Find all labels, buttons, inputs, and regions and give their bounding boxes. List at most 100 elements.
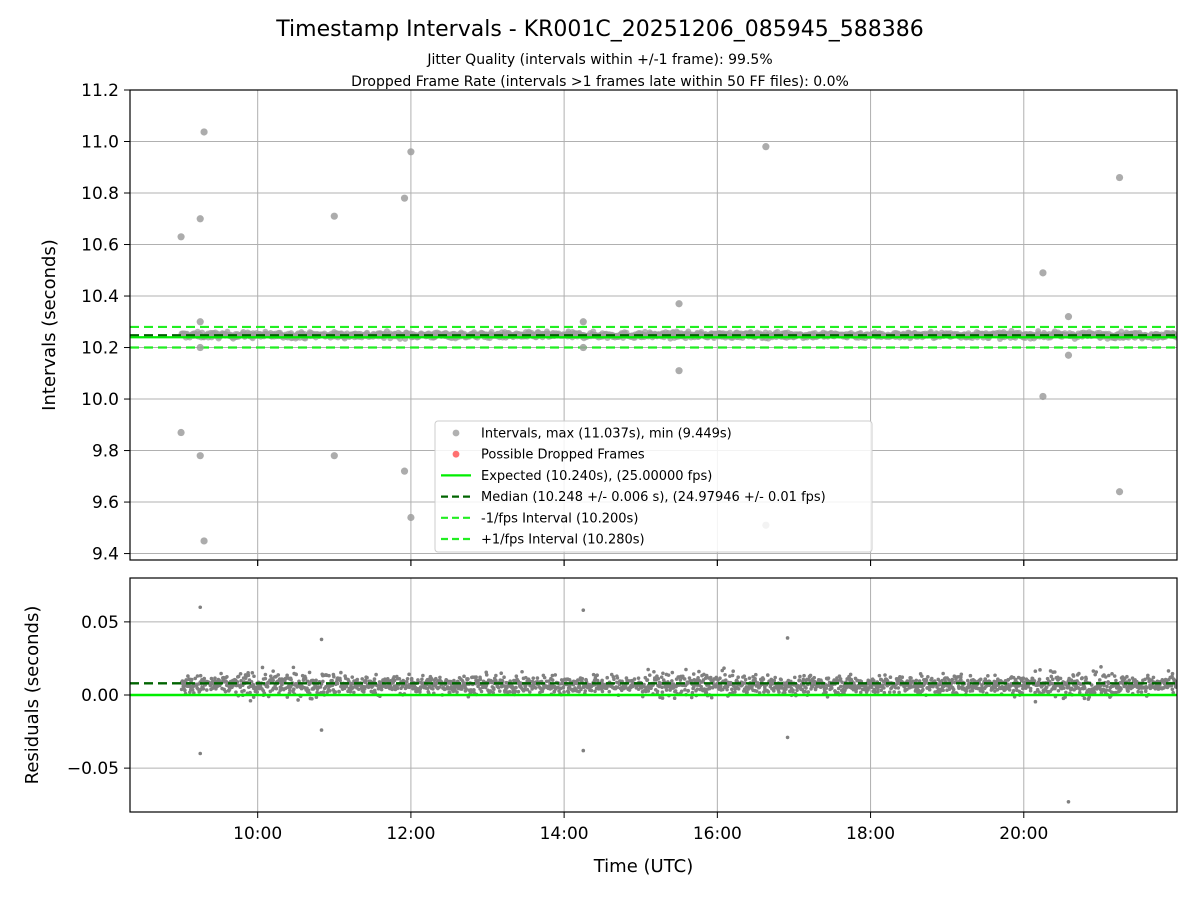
residual-point <box>753 672 758 677</box>
residual-point <box>1143 689 1148 694</box>
legend-entry: Intervals, max (11.037s), min (9.449s) <box>481 427 732 442</box>
residual-point <box>1052 670 1057 674</box>
interval-outlier-point <box>1064 313 1073 321</box>
residual-point <box>959 678 963 682</box>
residual-point <box>472 688 476 692</box>
residual-point <box>202 676 207 681</box>
interval-outlier-point <box>407 148 415 156</box>
residual-point <box>746 686 751 690</box>
residual-point <box>1099 691 1104 695</box>
residual-point <box>276 673 281 677</box>
residual-point <box>718 684 723 689</box>
residual-point <box>1092 690 1097 695</box>
residual-point <box>679 689 684 694</box>
residual-point <box>327 673 331 678</box>
residual-point <box>957 686 961 691</box>
residual-point <box>806 690 811 694</box>
residual-point <box>684 667 688 672</box>
residual-point <box>660 696 665 700</box>
residual-point <box>239 679 243 683</box>
residual-point <box>745 690 749 695</box>
residual-point <box>924 678 929 683</box>
residual-point <box>1058 676 1063 681</box>
residual-point <box>421 673 425 678</box>
residual-point <box>494 673 498 678</box>
residual-point <box>186 674 190 678</box>
residual-point <box>772 678 777 683</box>
residual-point <box>1077 690 1082 695</box>
residual-point <box>1170 687 1175 692</box>
residual-point <box>1032 679 1037 683</box>
residual-point <box>893 685 898 690</box>
interval-outlier-point <box>330 452 338 460</box>
residual-point <box>1066 684 1071 688</box>
residual-point <box>714 675 719 680</box>
residual-point <box>941 671 945 676</box>
interval-outlier-point <box>177 428 185 437</box>
residual-point <box>666 673 671 677</box>
residual-point <box>455 690 459 694</box>
residual-point <box>395 686 400 691</box>
residual-point <box>274 686 279 691</box>
top-y-tick-label: 9.8 <box>92 442 119 462</box>
x-tick-label: 10:00 <box>233 824 282 844</box>
top-y-tick-label: 10.4 <box>81 287 119 307</box>
residual-point <box>365 675 369 680</box>
residual-point <box>479 689 484 694</box>
residual-point <box>605 675 610 680</box>
residual-point <box>871 678 876 683</box>
residual-point <box>690 690 695 695</box>
top-y-tick-label: 9.6 <box>92 493 119 513</box>
residual-point <box>251 695 256 699</box>
residual-point <box>873 689 877 694</box>
residual-point <box>959 675 963 679</box>
legend-entry: Median (10.248 +/- 0.006 s), (24.97946 +… <box>481 490 826 505</box>
residual-point <box>947 687 952 691</box>
residual-point <box>567 684 572 689</box>
residual-point <box>1037 677 1042 682</box>
residual-point <box>531 676 536 680</box>
residual-point <box>508 689 512 694</box>
residual-point <box>725 687 729 692</box>
residual-point <box>271 678 275 683</box>
top-y-tick-label: 10.8 <box>81 184 119 204</box>
residual-point <box>743 688 747 692</box>
residual-point <box>857 685 862 690</box>
interval-outlier-point <box>762 143 770 151</box>
intervals-panel: 11.2 11.0 10.8 10.6 10.4 10.2 10.0 9.8 9.6 9.4 Int… <box>39 81 1178 566</box>
top-y-tick-label: 11.2 <box>81 81 119 101</box>
residual-point <box>951 687 956 692</box>
residual-point <box>984 679 988 683</box>
residual-point <box>431 687 435 691</box>
residuals-panel: 0.05 0.00 −0.05 10:00 12:00 14:00 16:00 18:00 20… <box>22 577 1178 877</box>
residual-point <box>959 672 964 677</box>
residual-point <box>595 673 599 678</box>
residual-point <box>914 678 919 683</box>
residual-point <box>840 680 844 684</box>
residual-point <box>400 684 405 689</box>
residual-point <box>880 683 885 687</box>
residual-point <box>993 673 997 678</box>
interval-outlier-point <box>330 212 338 220</box>
legend-marker <box>452 450 460 458</box>
residual-point <box>704 673 709 678</box>
residual-point <box>812 675 817 680</box>
residual-point <box>550 673 555 678</box>
residual-point <box>986 674 990 678</box>
residual-point <box>562 690 566 694</box>
residual-point <box>804 686 808 690</box>
residual-point <box>371 684 375 688</box>
residual-point <box>246 673 251 678</box>
residual-point <box>660 690 665 694</box>
residual-point <box>607 689 612 694</box>
residual-point <box>508 679 512 683</box>
residual-point <box>697 669 701 674</box>
residual-point <box>838 677 843 681</box>
residual-point <box>877 673 882 678</box>
residual-point <box>332 674 336 679</box>
residual-point <box>350 675 355 679</box>
x-tick-label: 20:00 <box>999 824 1048 844</box>
residual-point <box>802 673 806 678</box>
residual-point <box>520 669 524 674</box>
residual-point <box>1082 696 1087 701</box>
